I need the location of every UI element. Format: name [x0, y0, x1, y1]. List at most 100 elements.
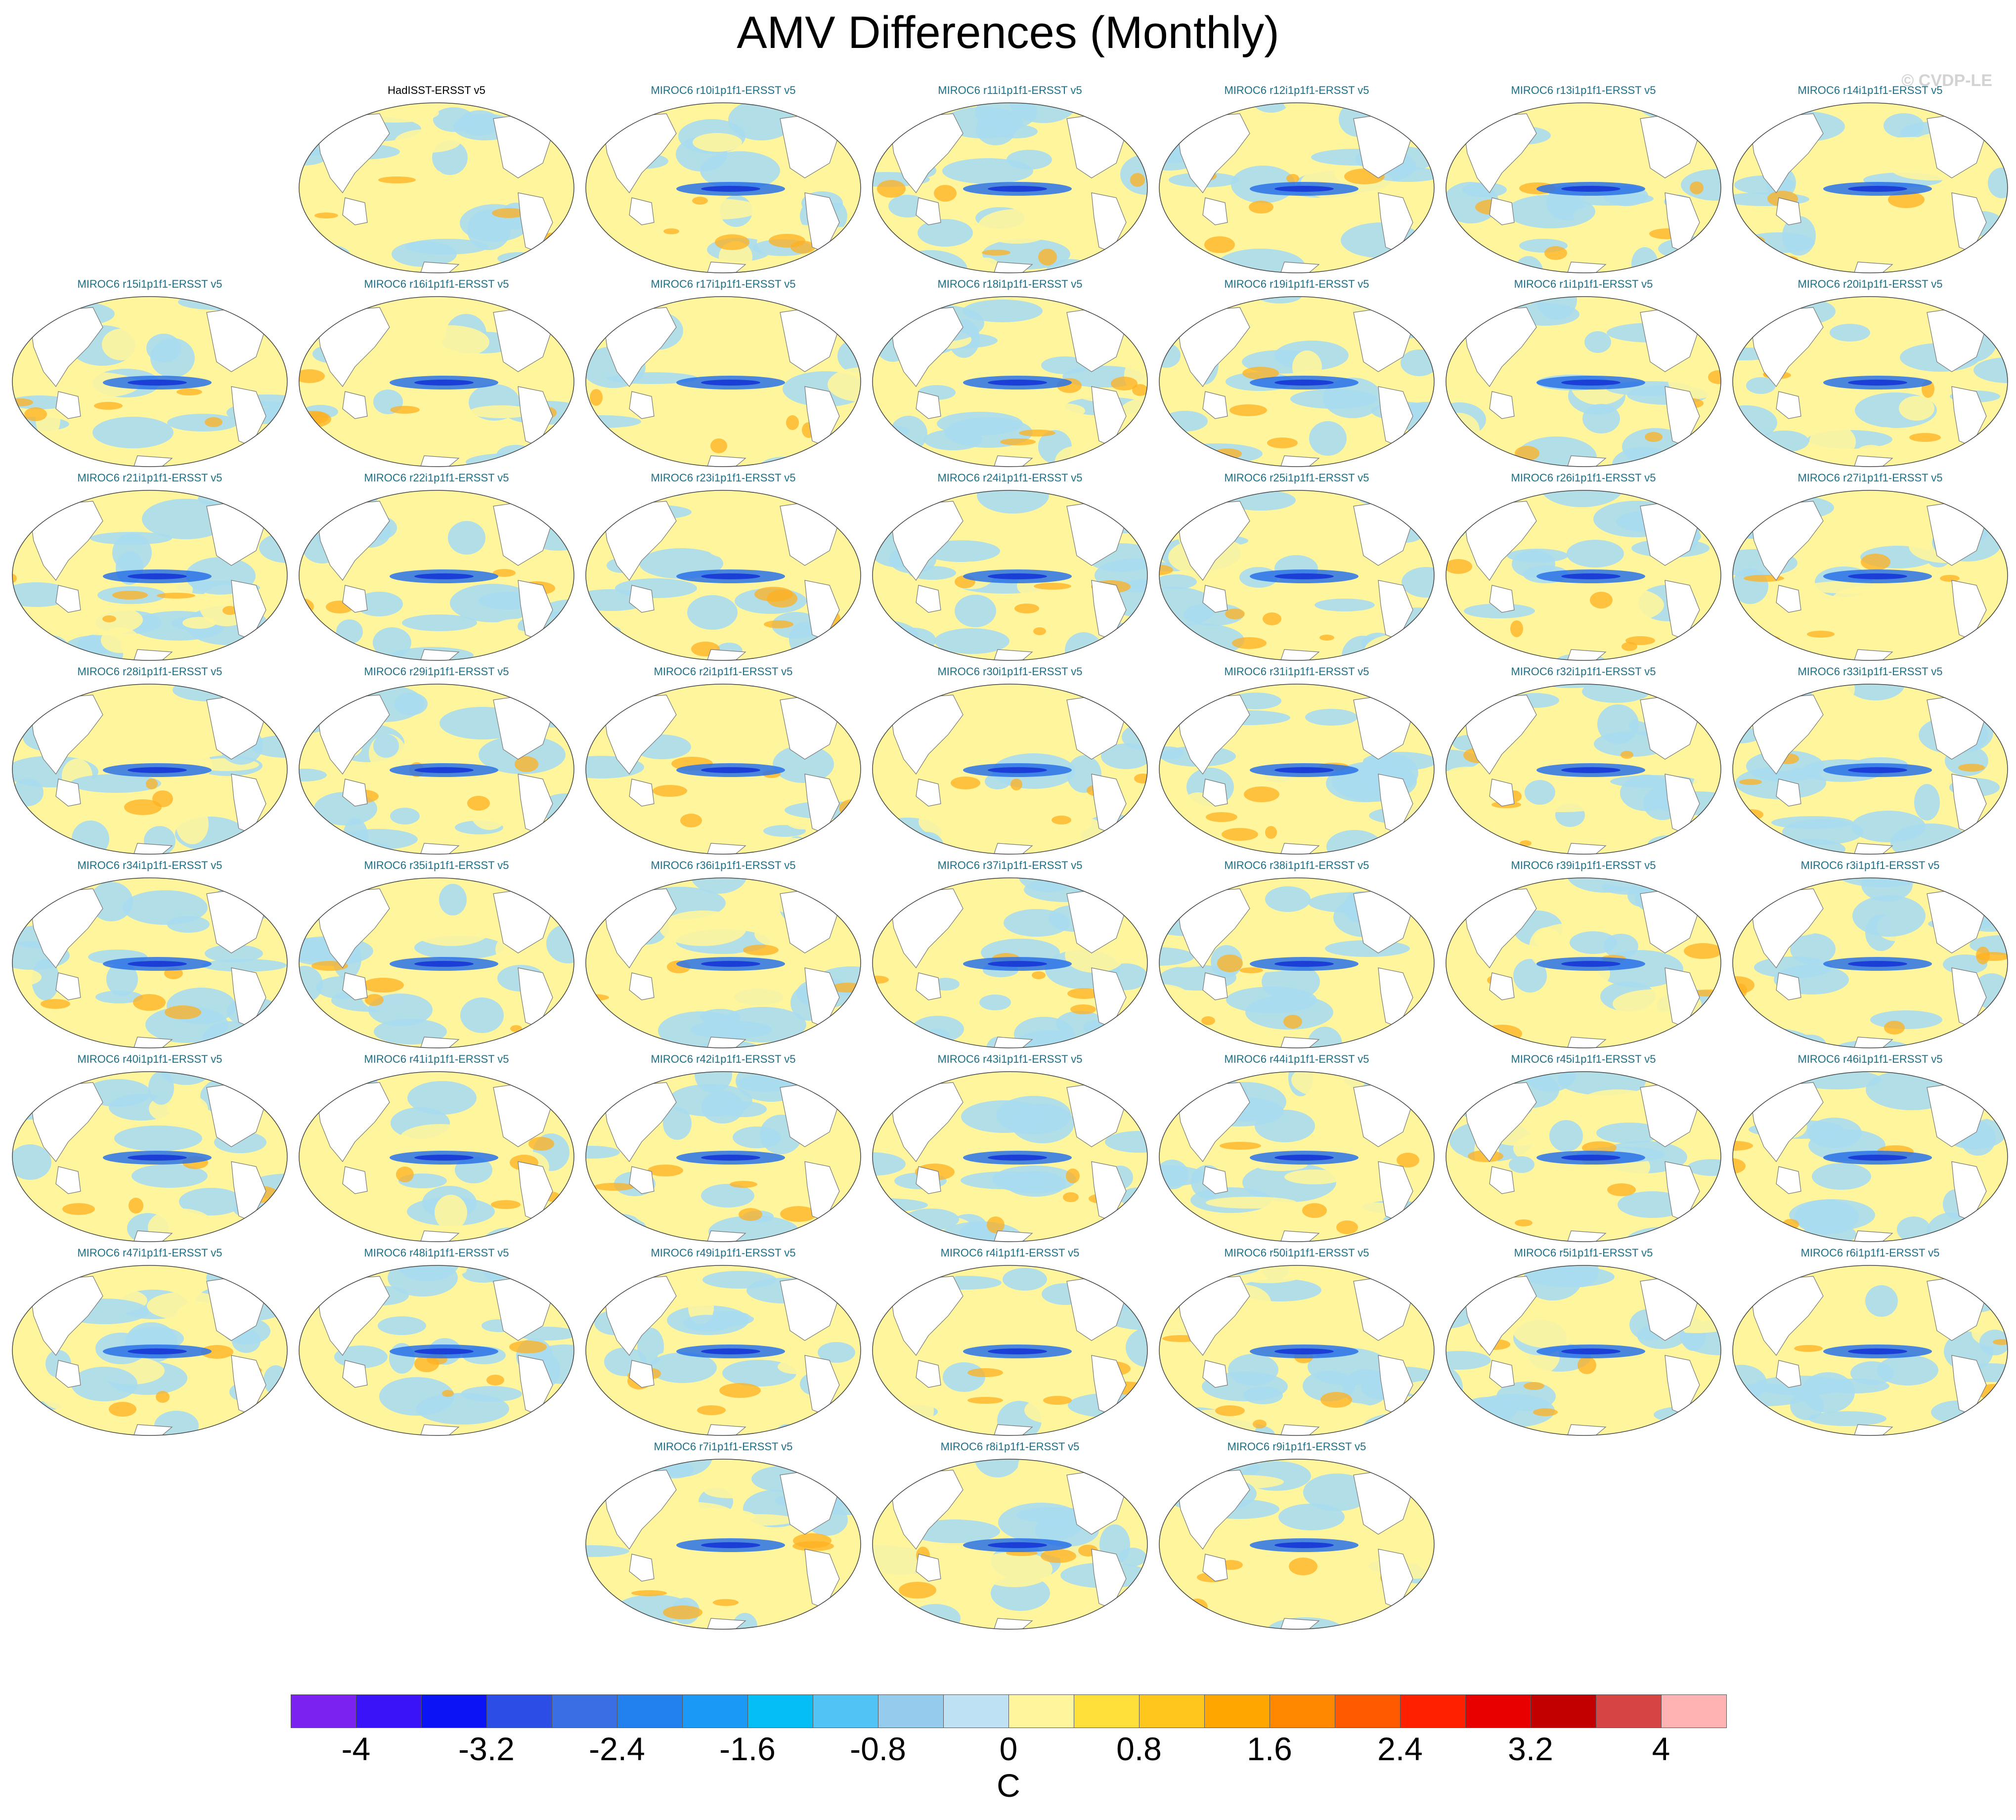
land-mass — [1749, 113, 1824, 194]
land-mass — [55, 1166, 81, 1194]
map-panel-title: MIROC6 r37i1p1f1-ERSST v5 — [937, 859, 1083, 871]
land-mass — [1852, 261, 1893, 273]
colorbar-swatch — [1400, 1694, 1466, 1728]
map-panel: MIROC6 r42i1p1f1-ERSST v5 — [582, 1053, 864, 1246]
land-mass — [602, 888, 677, 969]
map-panel-title: MIROC6 r38i1p1f1-ERSST v5 — [1224, 859, 1369, 871]
land-mass — [1489, 585, 1515, 613]
land-mass — [1175, 1470, 1250, 1550]
map-outline — [872, 684, 1148, 855]
map-panel: MIROC6 r15i1p1f1-ERSST v5 — [9, 278, 291, 471]
land-mass — [1776, 1360, 1801, 1388]
map-panel: MIROC6 r3i1p1f1-ERSST v5 — [1729, 859, 2011, 1052]
land-mass — [55, 779, 81, 807]
sst-difference-map — [585, 490, 861, 661]
map-outline — [585, 490, 861, 661]
map-panel-title: HadISST-ERSST v5 — [388, 84, 485, 96]
map-panel: MIROC6 r4i1p1f1-ERSST v5 — [869, 1247, 1151, 1439]
map-panel-title: MIROC6 r28i1p1f1-ERSST v5 — [77, 665, 222, 678]
map-panel: MIROC6 r23i1p1f1-ERSST v5 — [582, 472, 864, 664]
map-outline — [585, 1459, 861, 1630]
land-mass — [629, 197, 655, 225]
land-mass — [1202, 391, 1228, 419]
sst-difference-map — [872, 877, 1148, 1048]
map-panel-title: MIROC6 r15i1p1f1-ERSST v5 — [77, 278, 222, 290]
map-panel: MIROC6 r49i1p1f1-ERSST v5 — [582, 1247, 864, 1439]
map-panel: MIROC6 r16i1p1f1-ERSST v5 — [296, 278, 577, 471]
land-mass — [916, 779, 941, 807]
map-panel-title: MIROC6 r22i1p1f1-ERSST v5 — [364, 472, 509, 484]
map-panel-title: MIROC6 r2i1p1f1-ERSST v5 — [654, 665, 793, 678]
map-outline — [1732, 490, 2008, 661]
land-mass — [1279, 843, 1320, 854]
colorbar-swatch — [1596, 1694, 1662, 1728]
land-mass — [419, 455, 460, 467]
map-panel-title: MIROC6 r16i1p1f1-ERSST v5 — [364, 278, 509, 290]
land-mass — [888, 307, 964, 388]
land-mass — [992, 1037, 1033, 1048]
colorbar-swatch — [813, 1694, 878, 1728]
land-mass — [602, 1082, 677, 1163]
land-mass — [705, 1424, 746, 1435]
land-mass — [315, 113, 390, 194]
colorbar-tick-label: 3.2 — [1508, 1731, 1553, 1767]
map-panel-title: MIROC6 r39i1p1f1-ERSST v5 — [1511, 859, 1656, 871]
map-outline — [12, 1071, 288, 1242]
land-mass — [1749, 501, 1824, 581]
map-panel: MIROC6 r30i1p1f1-ERSST v5 — [869, 665, 1151, 858]
land-mass — [888, 694, 964, 775]
map-panel-title: MIROC6 r27i1p1f1-ERSST v5 — [1797, 472, 1943, 484]
sst-difference-map — [585, 684, 861, 855]
map-panel: MIROC6 r31i1p1f1-ERSST v5 — [1156, 665, 1438, 858]
land-mass — [1175, 307, 1250, 388]
map-panel: MIROC6 r27i1p1f1-ERSST v5 — [1729, 472, 2011, 664]
map-panel-title: MIROC6 r18i1p1f1-ERSST v5 — [937, 278, 1083, 290]
land-mass — [992, 455, 1033, 467]
map-outline — [585, 1071, 861, 1242]
map-panel-title: MIROC6 r11i1p1f1-ERSST v5 — [938, 84, 1082, 96]
sst-difference-map — [872, 1071, 1148, 1242]
colorbar-tick-label: -0.8 — [850, 1731, 906, 1767]
colorbar-swatch — [617, 1694, 683, 1728]
map-outline — [872, 296, 1148, 467]
map-outline — [1446, 684, 1721, 855]
land-mass — [419, 649, 460, 660]
map-outline — [1732, 877, 2008, 1048]
land-mass — [55, 972, 81, 1000]
land-mass — [888, 1082, 964, 1163]
sst-difference-map — [1732, 1265, 2008, 1436]
sst-difference-map — [12, 296, 288, 467]
land-mass — [992, 1618, 1033, 1629]
map-panel-title: MIROC6 r48i1p1f1-ERSST v5 — [364, 1247, 509, 1259]
colorbar-swatch — [291, 1694, 356, 1728]
map-outline — [12, 877, 288, 1048]
land-mass — [1175, 1276, 1250, 1356]
map-panel: MIROC6 r8i1p1f1-ERSST v5 — [869, 1440, 1151, 1633]
map-panel-title: MIROC6 r17i1p1f1-ERSST v5 — [651, 278, 796, 290]
map-panel: MIROC6 r46i1p1f1-ERSST v5 — [1729, 1053, 2011, 1246]
colorbar-swatch — [943, 1694, 1009, 1728]
land-mass — [315, 1082, 390, 1163]
land-mass — [315, 888, 390, 969]
sst-difference-map — [585, 102, 861, 273]
map-panel: MIROC6 r47i1p1f1-ERSST v5 — [9, 1247, 291, 1439]
sst-difference-map — [299, 1071, 574, 1242]
colorbar-swatch — [1531, 1694, 1596, 1728]
map-panel: HadISST-ERSST v5 — [296, 84, 577, 277]
land-mass — [888, 501, 964, 581]
sst-difference-map — [1732, 1071, 2008, 1242]
land-mass — [1175, 888, 1250, 969]
colorbar-units: C — [997, 1767, 1020, 1804]
land-mass — [315, 694, 390, 775]
map-panel-title: MIROC6 r13i1p1f1-ERSST v5 — [1511, 84, 1656, 96]
land-mass — [1776, 391, 1801, 419]
colorbar-swatch — [1335, 1694, 1401, 1728]
map-outline — [1732, 1071, 2008, 1242]
land-mass — [705, 1037, 746, 1048]
land-mass — [1852, 1424, 1893, 1435]
colorbar-swatch — [1270, 1694, 1335, 1728]
map-panel-title: MIROC6 r44i1p1f1-ERSST v5 — [1224, 1053, 1369, 1065]
land-mass — [419, 843, 460, 854]
land-mass — [705, 1618, 746, 1629]
map-outline — [299, 102, 574, 273]
